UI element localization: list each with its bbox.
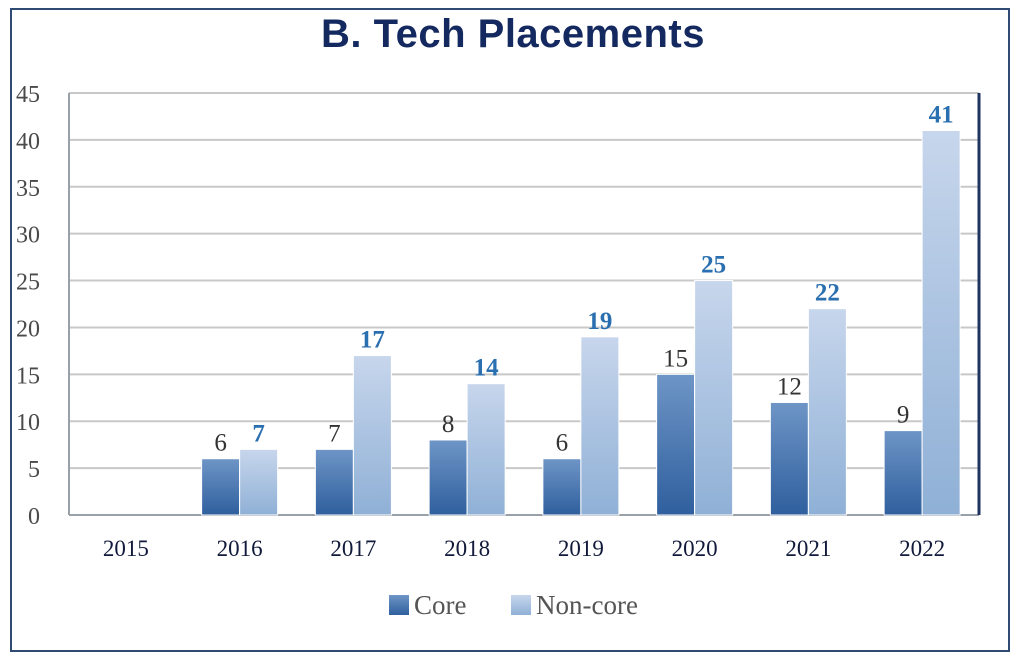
bar-core — [883, 430, 923, 516]
bar-core — [769, 401, 809, 516]
bar-noncore — [580, 336, 620, 516]
data-label-core: 9 — [897, 402, 910, 429]
legend-label-noncore: Non-core — [536, 590, 638, 620]
y-tick-label: 45 — [16, 82, 40, 108]
y-tick-label: 10 — [16, 410, 40, 436]
bar-core — [314, 448, 354, 516]
legend-swatch-core — [389, 595, 409, 615]
y-tick-label: 20 — [16, 316, 40, 342]
bars — [201, 130, 961, 516]
bar-noncore — [694, 280, 734, 516]
data-label-noncore: 41 — [929, 102, 954, 129]
data-label-noncore: 17 — [360, 327, 385, 354]
data-label-noncore: 14 — [474, 355, 500, 382]
y-tick-label: 30 — [16, 223, 40, 249]
data-label-core: 15 — [663, 345, 688, 372]
x-tick-label: 2017 — [330, 536, 376, 561]
bar-core — [656, 373, 696, 516]
data-label-core: 6 — [214, 430, 227, 457]
y-tick-label: 5 — [28, 457, 40, 483]
y-tick-label: 0 — [28, 504, 40, 530]
y-tick-label: 40 — [16, 129, 40, 155]
bar-core — [428, 439, 468, 516]
data-label-noncore: 22 — [815, 280, 840, 307]
bar-noncore — [807, 308, 847, 516]
x-tick-label: 2018 — [444, 536, 490, 561]
data-label-noncore: 7 — [252, 420, 265, 447]
x-tick-label: 2022 — [899, 536, 945, 561]
x-tick-labels: 2015 2016 2017 2018 2019 2020 2021 2022 — [103, 536, 945, 561]
x-tick-label: 2015 — [103, 536, 149, 561]
bar-noncore — [239, 448, 279, 516]
data-label-core: 12 — [777, 373, 802, 400]
bar-core — [201, 458, 241, 516]
data-label-core: 8 — [442, 411, 455, 438]
data-label-noncore: 25 — [701, 252, 726, 279]
bar-noncore — [466, 383, 506, 516]
x-tick-label: 2021 — [785, 536, 831, 561]
data-label-noncore: 19 — [587, 308, 612, 335]
legend-swatch-noncore — [511, 595, 531, 615]
y-tick-labels: 0 5 10 15 20 25 30 35 40 45 — [16, 82, 40, 530]
x-tick-label: 2020 — [672, 536, 718, 561]
bar-core — [542, 458, 582, 516]
data-label-core: 7 — [328, 420, 341, 447]
x-tick-label: 2016 — [217, 536, 263, 561]
y-tick-label: 15 — [16, 363, 40, 389]
bar-noncore — [352, 355, 392, 516]
bar-noncore — [921, 130, 961, 516]
x-tick-label: 2019 — [558, 536, 604, 561]
legend: Core Non-core — [389, 590, 638, 620]
y-tick-label: 35 — [16, 176, 40, 202]
y-tick-label: 25 — [16, 270, 40, 296]
data-label-core: 6 — [556, 430, 569, 457]
legend-label-core: Core — [414, 590, 467, 620]
chart-title: B. Tech Placements — [321, 12, 705, 56]
